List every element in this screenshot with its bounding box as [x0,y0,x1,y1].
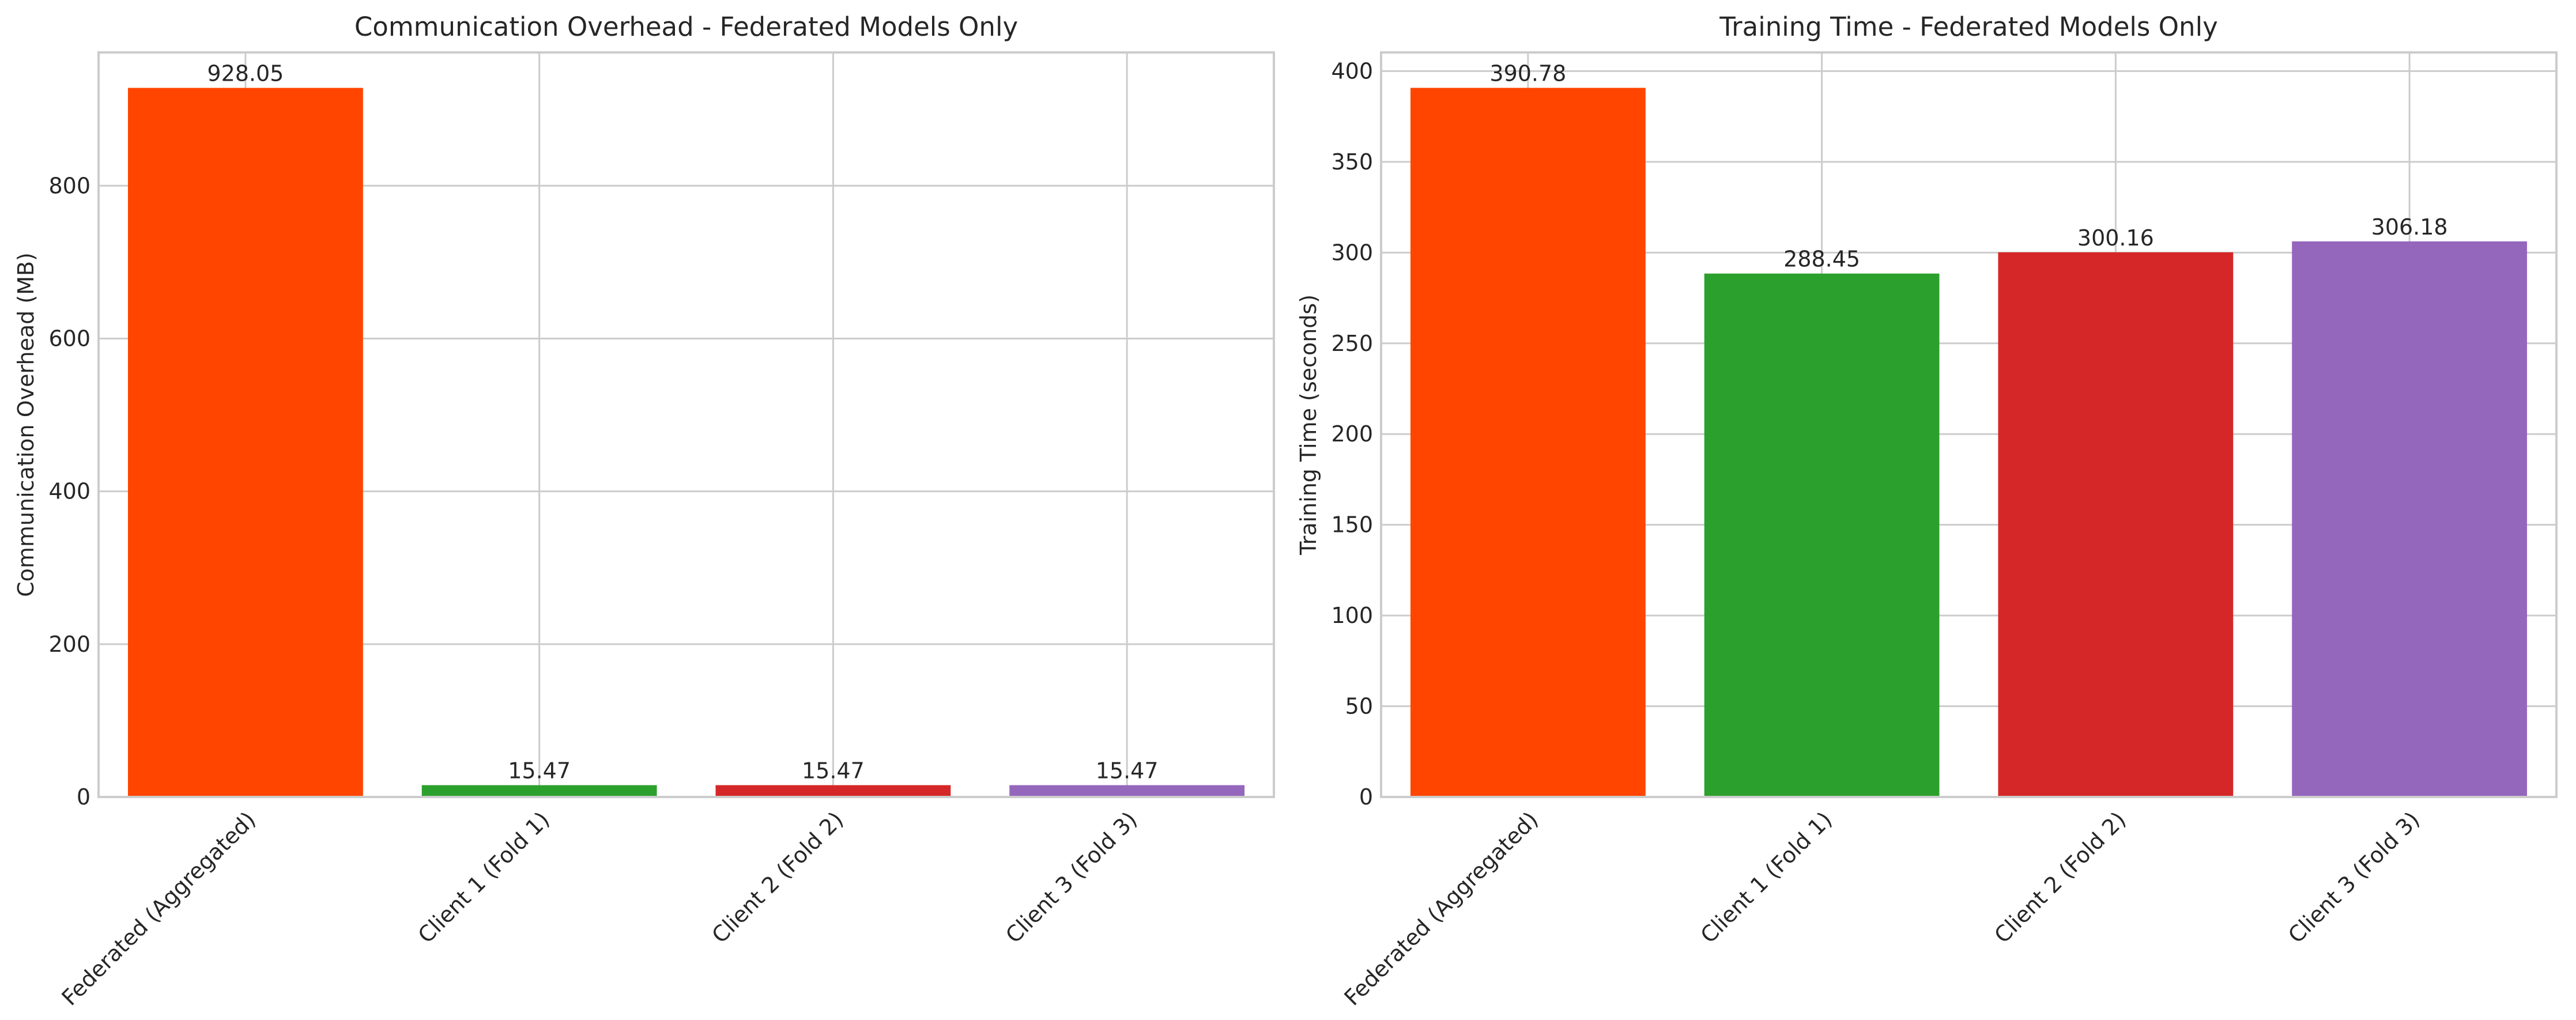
data-label: 15.47 [802,758,865,783]
bar [421,785,657,797]
x-tick-label: Client 3 (Fold 3) [1001,807,1142,948]
y-tick-label: 350 [1331,149,1373,175]
training-time-chart: 390.78 288.45 300.16 306.18 0 50 100 150 200 250 3… [1296,12,2558,1011]
y-tick-label: 0 [1359,784,1373,810]
y-tick-label: 150 [1331,512,1373,538]
y-tick-label: 400 [1331,58,1373,84]
data-label: 300.16 [2077,225,2154,251]
x-tick-label: Client 3 (Fold 3) [2283,807,2424,948]
y-tick-label: 600 [48,326,90,351]
y-tick-label: 400 [48,479,90,504]
bar [127,88,363,798]
x-tick-label: Client 1 (Fold 1) [413,807,555,948]
y-tick-label: 0 [77,784,90,810]
data-label: 306.18 [2371,214,2448,240]
plot-frame [1380,51,2558,798]
bar [715,785,951,797]
y-tick-label: 200 [48,632,90,657]
data-label: 928.05 [207,61,284,86]
x-tick-label: Federated (Aggregated) [57,807,261,1010]
y-tick-label: 50 [1345,694,1373,719]
y-tick-label: 250 [1331,331,1373,356]
x-tick-label: Client 2 (Fold 2) [707,807,848,948]
data-label: 288.45 [1783,247,1860,272]
x-tick-label: Client 2 (Fold 2) [1989,807,2130,948]
chart-title: Training Time - Federated Models Only [1719,12,2217,42]
y-tick-label: 800 [48,173,90,198]
bar [1998,252,2234,797]
bar [1009,785,1245,797]
y-axis-label: Training Time (seconds) [1296,294,1321,556]
x-tick-label: Federated (Aggregated) [1340,807,1543,1010]
bar [2292,241,2528,797]
x-tick-label: Client 1 (Fold 1) [1696,807,1837,948]
bar [1410,88,1646,798]
chart-title: Communication Overhead - Federated Model… [354,12,1018,42]
communication-overhead-chart: 928.05 15.47 15.47 15.47 0 200 400 600 800 Federa… [13,12,1275,1011]
y-tick-label: 200 [1331,421,1373,447]
data-label: 15.47 [508,758,571,783]
y-tick-label: 100 [1331,603,1373,628]
bar [1704,273,1940,798]
data-label: 390.78 [1489,61,1566,86]
y-tick-label: 300 [1331,240,1373,265]
y-axis-label: Communication Overhead (MB) [13,252,39,597]
plot-frame [97,51,1275,798]
data-label: 15.47 [1096,758,1159,783]
